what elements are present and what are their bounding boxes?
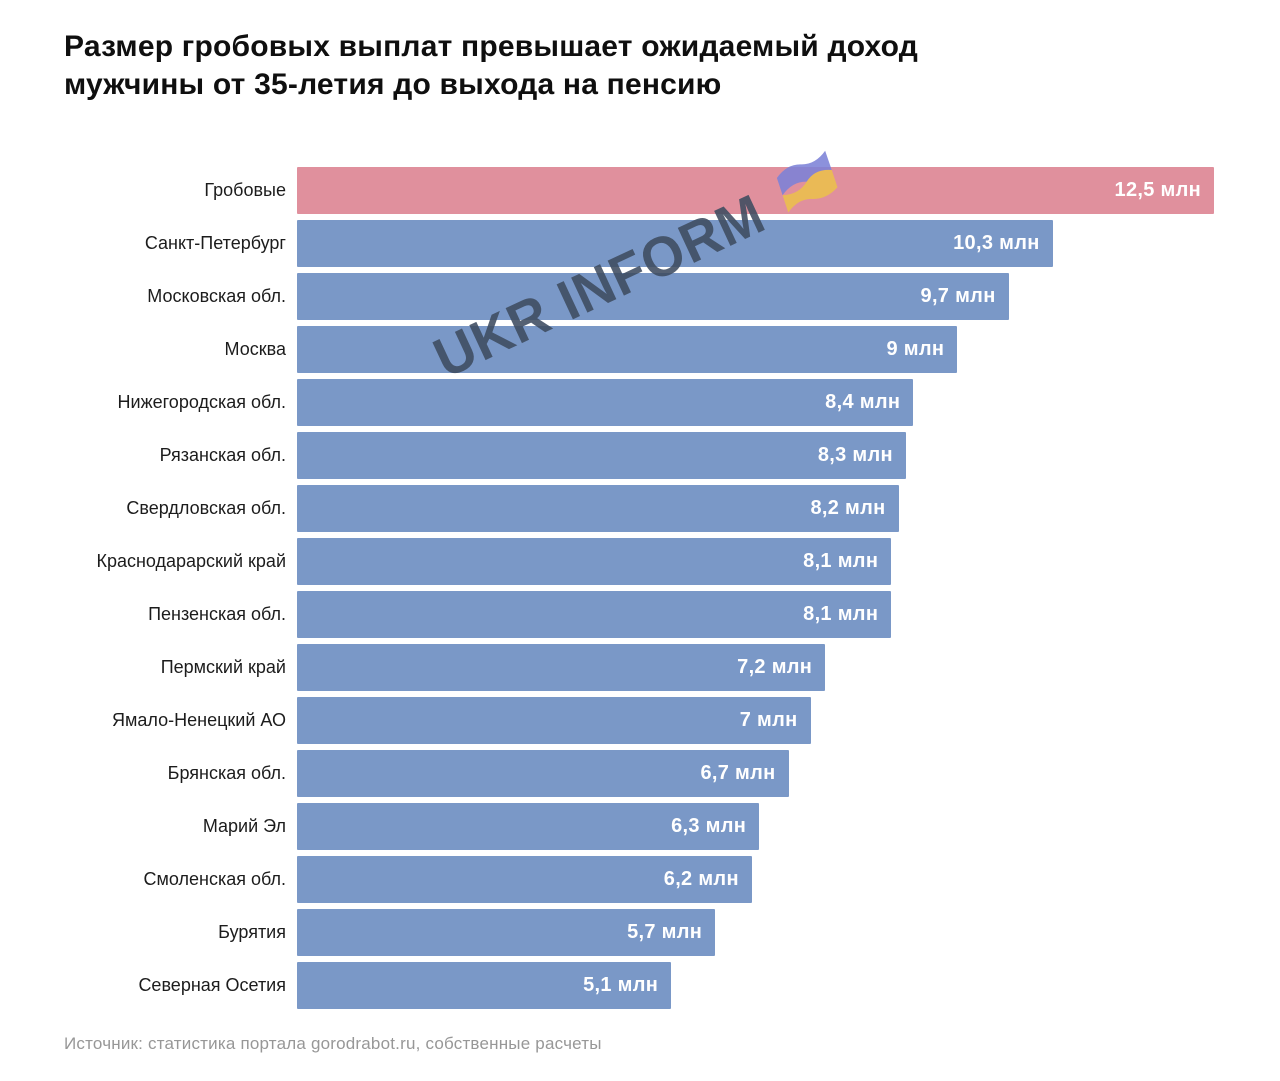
bar-value-label: 5,1 млн — [583, 974, 659, 996]
source-note: Источник: статистика портала gorodrabot.… — [64, 1034, 602, 1053]
chart-row: Гробовые 12,5 млн — [64, 167, 1214, 214]
chart-row: Рязанская обл. 8,3 млн — [64, 432, 1214, 479]
chart-row: Северная Осетия 5,1 млн — [64, 962, 1214, 1009]
bar: 10,3 млн — [297, 220, 1053, 267]
category-label: Марий Эл — [202, 816, 286, 836]
chart-row: Брянская обл. 6,7 млн — [64, 750, 1214, 797]
category-label: Свердловская обл. — [126, 498, 286, 518]
chart-row: Москва 9 млн — [64, 326, 1214, 373]
bar: 8,1 млн — [297, 538, 892, 585]
bar-value-label: 8,1 млн — [803, 550, 879, 572]
bar-value-label: 5,7 млн — [627, 921, 703, 943]
bar-value-label: 10,3 млн — [953, 232, 1040, 254]
bar-value-label: 7 млн — [739, 709, 798, 731]
bar: 7 млн — [297, 697, 811, 744]
bar-track: 6,7 млн — [297, 750, 1214, 797]
bar-track: 9 млн — [297, 326, 1214, 373]
category-label: Северная Осетия — [138, 975, 286, 995]
category-label: Пензенская обл. — [148, 604, 286, 624]
category-label: Гробовые — [204, 180, 286, 200]
bar-value-label: 6,7 млн — [700, 762, 776, 784]
bar-chart: Гробовые 12,5 млн Санкт-Петербург 10,3 млн М… — [64, 167, 1214, 1009]
bar: 6,3 млн — [297, 803, 760, 850]
bar-track: 8,1 млн — [297, 538, 1214, 585]
bar-value-label: 9,7 млн — [920, 285, 996, 307]
bar-track: 10,3 млн — [297, 220, 1214, 267]
bar-track: 6,3 млн — [297, 803, 1214, 850]
bar-value-label: 8,1 млн — [803, 603, 879, 625]
chart-title: Размер гробовых выплат превышает ожидаем… — [64, 28, 1214, 104]
bar-value-label: 9 млн — [886, 338, 945, 360]
bar: 9,7 млн — [297, 273, 1009, 320]
category-label: Нижегородская обл. — [117, 392, 286, 412]
category-label: Брянская обл. — [167, 763, 286, 783]
category-label: Санкт-Петербург — [144, 233, 286, 253]
category-label: Московская обл. — [147, 286, 286, 306]
bar-value-label: 8,4 млн — [825, 391, 901, 413]
bar-track: 9,7 млн — [297, 273, 1214, 320]
chart-title-line2: мужчины от 35-летия до выхода на пенсию — [64, 68, 722, 101]
bar: 6,7 млн — [297, 750, 789, 797]
bar: 5,1 млн — [297, 962, 672, 1009]
chart-row: Марий Эл 6,3 млн — [64, 803, 1214, 850]
bar-value-label: 6,2 млн — [663, 868, 739, 890]
bar-value-label: 7,2 млн — [737, 656, 813, 678]
bar: 5,7 млн — [297, 909, 716, 956]
category-label: Бурятия — [218, 922, 286, 942]
bar-track: 12,5 млн — [297, 167, 1214, 214]
bar-track: 8,4 млн — [297, 379, 1214, 426]
category-label: Смоленская обл. — [143, 869, 287, 889]
chart-row: Бурятия 5,7 млн — [64, 909, 1214, 956]
bar-highlight: 12,5 млн — [297, 167, 1214, 214]
chart-row: Смоленская обл. 6,2 млн — [64, 856, 1214, 903]
category-label: Москва — [224, 339, 286, 359]
bar-track: 8,3 млн — [297, 432, 1214, 479]
bar: 8,3 млн — [297, 432, 906, 479]
bar-track: 8,1 млн — [297, 591, 1214, 638]
bar-track: 8,2 млн — [297, 485, 1214, 532]
bar-track: 7 млн — [297, 697, 1214, 744]
category-label: Пермский край — [160, 657, 286, 677]
bar-track: 5,7 млн — [297, 909, 1214, 956]
bar: 8,2 млн — [297, 485, 899, 532]
chart-row: Ямало-Ненецкий АО 7 млн — [64, 697, 1214, 744]
bar: 8,1 млн — [297, 591, 892, 638]
chart-title-line1: Размер гробовых выплат превышает ожидаем… — [64, 30, 918, 63]
chart-row: Нижегородская обл. 8,4 млн — [64, 379, 1214, 426]
bar-track: 6,2 млн — [297, 856, 1214, 903]
category-label: Ямало-Ненецкий АО — [112, 710, 286, 730]
bar-value-label: 6,3 млн — [671, 815, 747, 837]
bar-value-label: 12,5 млн — [1114, 179, 1201, 201]
bar-track: 5,1 млн — [297, 962, 1214, 1009]
bar-track: 7,2 млн — [297, 644, 1214, 691]
chart-row: Санкт-Петербург 10,3 млн — [64, 220, 1214, 267]
chart-row: Московская обл. 9,7 млн — [64, 273, 1214, 320]
chart-row: Свердловская обл. 8,2 млн — [64, 485, 1214, 532]
chart-row: Краснодарарский край 8,1 млн — [64, 538, 1214, 585]
chart-row: Пензенская обл. 8,1 млн — [64, 591, 1214, 638]
bar-value-label: 8,3 млн — [817, 444, 893, 466]
bar: 6,2 млн — [297, 856, 752, 903]
category-label: Рязанская обл. — [159, 445, 286, 465]
bar: 8,4 млн — [297, 379, 914, 426]
bar-value-label: 8,2 млн — [810, 497, 886, 519]
chart-row: Пермский край 7,2 млн — [64, 644, 1214, 691]
bar: 9 млн — [297, 326, 958, 373]
category-label: Краснодарарский край — [96, 551, 286, 571]
bar: 7,2 млн — [297, 644, 826, 691]
